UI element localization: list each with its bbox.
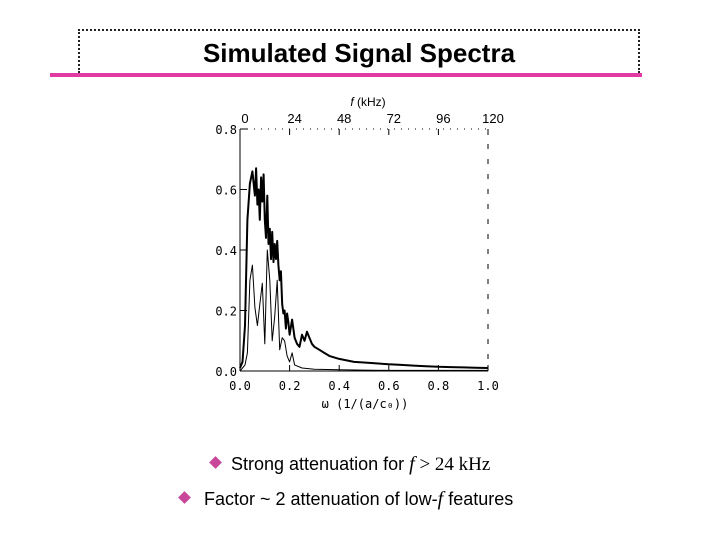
- slide-title: Simulated Signal Spectra: [202, 38, 516, 68]
- bullet-2-var: f: [437, 488, 444, 510]
- top-axis-label-var: f: [350, 95, 355, 109]
- bottom-tick-label: 0.8: [428, 379, 450, 393]
- bottom-tick-label: 1.0: [477, 379, 499, 393]
- bullet-2-rest: features: [443, 489, 514, 509]
- series-line-thick: [239, 167, 489, 369]
- y-tick-label: 0.2: [215, 305, 237, 319]
- bullet-1-prefix: Strong attenuation for: [231, 454, 410, 474]
- series-line-thin: [239, 249, 488, 372]
- bullet-1-rest: > 24 kHz: [414, 454, 491, 475]
- top-tick-label: 96: [436, 111, 450, 126]
- top-tick-label: 48: [337, 111, 351, 126]
- y-tick-label: 0.6: [215, 184, 237, 198]
- bottom-tick-label: 0.6: [378, 379, 400, 393]
- bottom-tick-label: 0.4: [328, 379, 350, 393]
- y-tick-label: 0.0: [215, 365, 237, 379]
- title-underline: [50, 73, 642, 77]
- chart-series: [239, 167, 489, 372]
- bottom-tick-label: 0.0: [229, 379, 251, 393]
- top-axis-label-unit: (kHz): [354, 95, 386, 109]
- bottom-tick-label: 0.2: [279, 379, 301, 393]
- bullet-2-prefix: Factor ~ 2 attenuation of low-: [204, 489, 438, 509]
- top-axis-label: f (kHz): [350, 95, 385, 109]
- top-tick-label: 120: [482, 111, 504, 126]
- top-tick-label: 72: [387, 111, 401, 126]
- title-box: Simulated Signal Spectra: [78, 29, 640, 73]
- y-tick-label: 0.8: [215, 123, 237, 137]
- bullet-2: Factor ~ 2 attenuation of low-f features: [204, 488, 513, 511]
- top-tick-label: 0: [241, 111, 248, 126]
- chart-tick-labels: 0.0 0.2 0.4 0.6 0.8 1.0 0 24 48 72 96 120 0.0 0.2 0.4 0…: [215, 111, 504, 393]
- y-tick-label: 0.4: [215, 244, 237, 258]
- top-tick-label: 24: [287, 111, 301, 126]
- bottom-axis-label: ω (1/(a/c₀)): [322, 397, 409, 411]
- bullet-1-var: f: [409, 453, 415, 475]
- bullet-1: Strong attenuation for f > 24 kHz: [231, 453, 490, 476]
